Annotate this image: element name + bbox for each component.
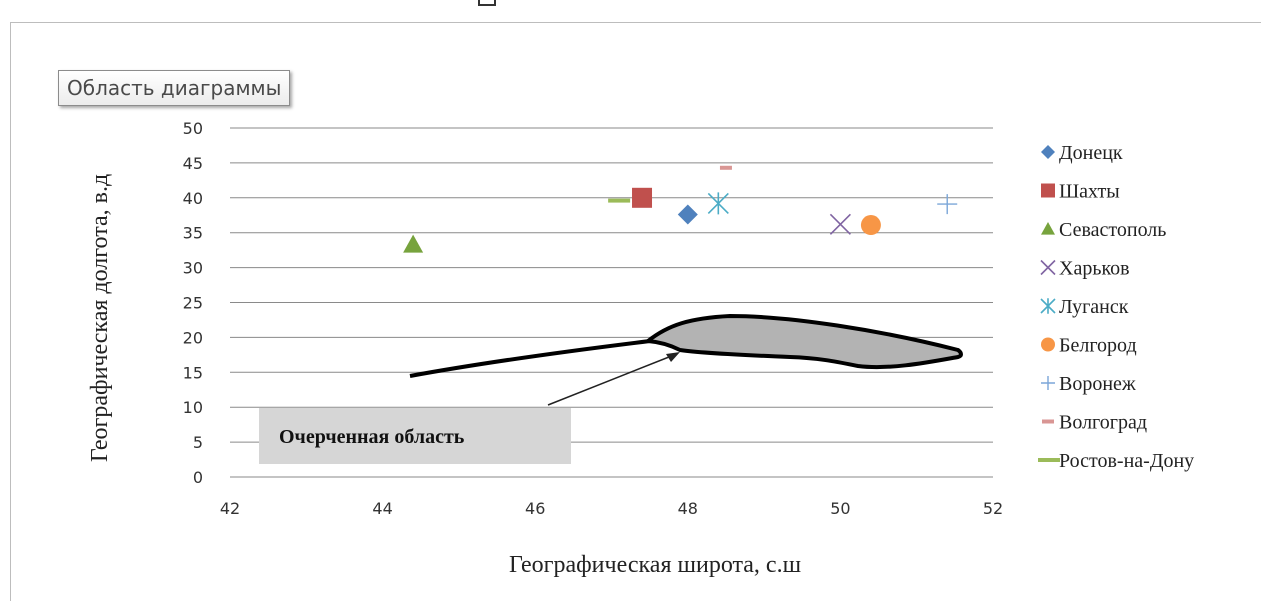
top-edge-mark <box>478 0 496 6</box>
data-points <box>403 165 958 253</box>
y-tick-0: 0 <box>193 468 203 487</box>
legend-label-3: Севастополь <box>1059 219 1166 241</box>
x-tick-46: 46 <box>525 499 545 518</box>
legend-marker-5 <box>1040 298 1056 314</box>
chart-area-frame[interactable] <box>10 22 1261 601</box>
y-tick-5: 5 <box>193 433 203 452</box>
outlined-region-tail <box>409 339 651 378</box>
legend-label-7: Воронеж <box>1059 373 1136 395</box>
y-tick-15: 15 <box>183 363 203 382</box>
legend-label-1: Донецк <box>1059 142 1123 164</box>
x-axis-title: Географическая широта, с.ш <box>509 552 802 578</box>
y-axis-title: Географическая долгота, в.д <box>87 174 113 462</box>
annotation-arrowhead <box>666 352 680 362</box>
point-7 <box>937 194 958 215</box>
annotation-arrow <box>547 354 675 406</box>
point-6 <box>860 215 881 236</box>
legend-label-9: Ростов-на-Дону <box>1059 450 1194 472</box>
y-tick-50: 50 <box>183 119 203 138</box>
y-tick-labels: 0 5 10 15 20 25 30 35 40 45 50 <box>183 119 203 487</box>
y-tick-40: 40 <box>183 189 203 208</box>
legend-marker-7 <box>1041 376 1055 390</box>
legend-label-4: Харьков <box>1059 258 1130 280</box>
chart-area-tooltip: Область диаграммы <box>58 70 291 106</box>
x-tick-42: 42 <box>220 499 240 518</box>
legend-label-5: Луганск <box>1059 296 1129 318</box>
legend-label-8: Волгоград <box>1059 412 1147 434</box>
legend-marker-9 <box>1038 458 1060 462</box>
x-tick-labels: 42 44 46 48 50 52 <box>220 499 1003 518</box>
x-tick-50: 50 <box>830 499 850 518</box>
point-5 <box>707 192 729 215</box>
legend-marker-2 <box>1041 183 1055 198</box>
x-tick-44: 44 <box>372 499 392 518</box>
y-tick-25: 25 <box>183 294 203 313</box>
outlined-region-shape <box>642 313 963 370</box>
y-tick-30: 30 <box>183 259 203 278</box>
point-8 <box>719 165 732 170</box>
x-tick-52: 52 <box>983 499 1003 518</box>
y-tick-10: 10 <box>183 398 203 417</box>
legend-label-6: Белгород <box>1059 335 1137 357</box>
annotation-box <box>259 408 571 464</box>
point-3 <box>403 234 424 253</box>
legend-marker-3 <box>1041 222 1055 235</box>
annotation-label: Очерченная область <box>279 426 465 448</box>
legend-marker-1 <box>1041 145 1055 159</box>
legend: Донецк Шахты Севастополь Харьков Луганск Белг… <box>1038 142 1194 472</box>
point-9 <box>608 198 631 203</box>
y-tick-45: 45 <box>183 154 203 173</box>
legend-label-2: Шахты <box>1059 181 1120 203</box>
point-4 <box>829 213 851 235</box>
legend-marker-8 <box>1042 419 1054 424</box>
x-tick-48: 48 <box>678 499 698 518</box>
y-tick-20: 20 <box>183 328 203 347</box>
y-tick-35: 35 <box>183 224 203 243</box>
legend-marker-6 <box>1041 337 1055 352</box>
point-1 <box>677 204 698 225</box>
point-2 <box>632 187 653 208</box>
legend-marker-4 <box>1040 259 1056 276</box>
